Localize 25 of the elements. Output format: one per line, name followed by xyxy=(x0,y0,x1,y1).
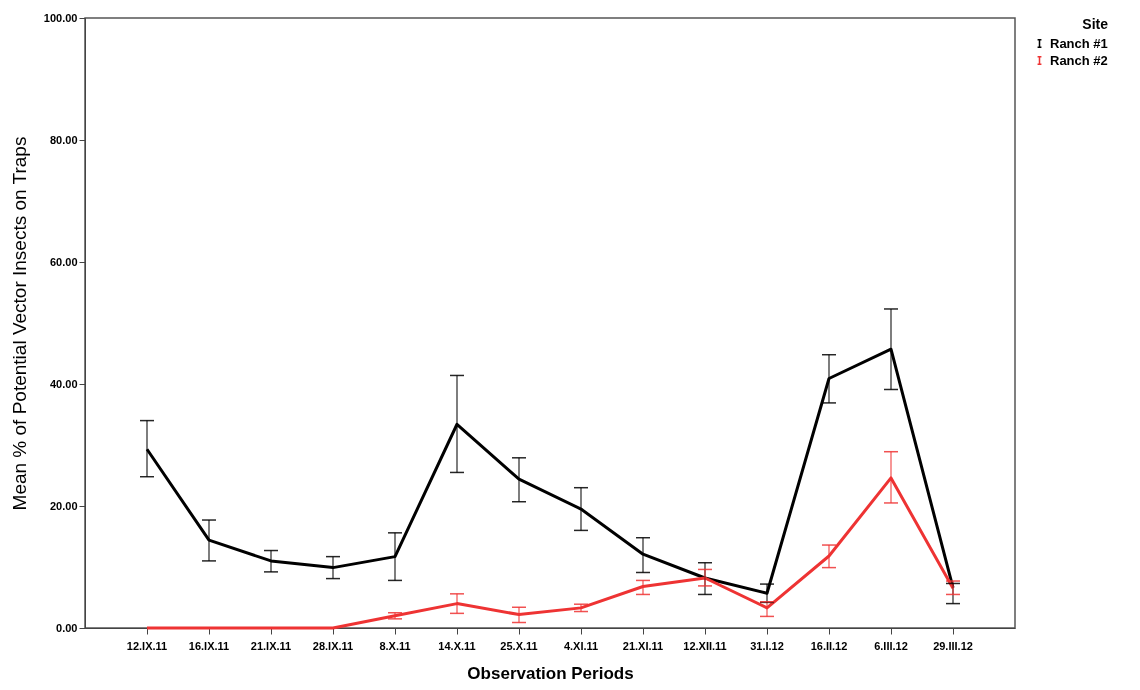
legend-title: Site xyxy=(1082,16,1109,32)
y-tick-label: 80.00 xyxy=(49,133,78,146)
x-tick-label: 4.XI.11 xyxy=(563,639,599,652)
x-tick-label: 21.XI.11 xyxy=(622,639,664,652)
x-tick-label: 25.X.11 xyxy=(500,639,538,652)
y-tick-label: 20.00 xyxy=(49,499,78,512)
x-tick-label: 14.X.11 xyxy=(438,639,476,652)
y-tick-label: 100.00 xyxy=(43,11,78,24)
x-tick-label: 12.XII.11 xyxy=(683,639,727,652)
x-tick-label: 28.IX.11 xyxy=(312,639,354,652)
x-axis-title: Observation Periods xyxy=(467,663,634,683)
y-tick-label: 40.00 xyxy=(49,377,78,390)
x-tick-label: 31.I.12 xyxy=(750,639,784,652)
y-tick-label: 0.00 xyxy=(56,621,78,634)
x-tick-label: 16.II.12 xyxy=(810,639,848,652)
x-tick-label: 21.IX.11 xyxy=(250,639,292,652)
x-tick-label: 6.III.12 xyxy=(874,639,908,652)
x-tick-label: 16.IX.11 xyxy=(188,639,230,652)
x-tick-label: 29.III.12 xyxy=(933,639,973,652)
legend-label: Ranch #1 xyxy=(1050,35,1108,51)
legend-label: Ranch #2 xyxy=(1050,52,1108,68)
y-tick-label: 60.00 xyxy=(49,255,78,268)
x-tick-label: 12.IX.11 xyxy=(126,639,168,652)
y-axis-title: Mean % of Potential Vector Insects on Traps xyxy=(8,136,30,511)
x-tick-label: 8.X.11 xyxy=(379,639,411,652)
